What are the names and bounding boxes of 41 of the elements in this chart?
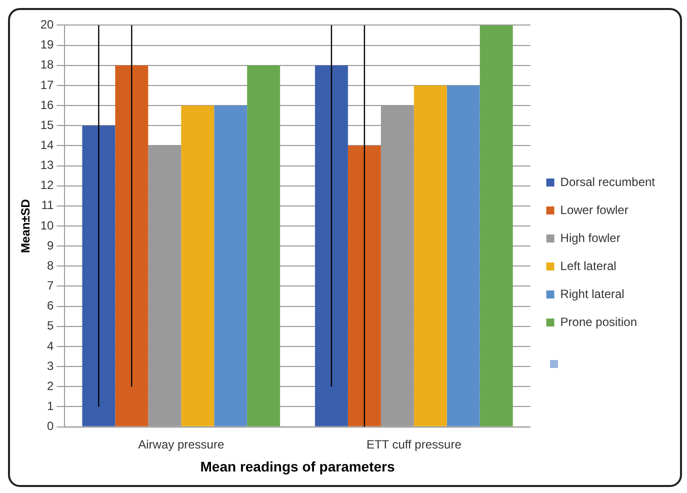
y-tick-label: 12 [40,178,54,192]
y-axis-title: Mean±SD [18,198,33,253]
bar [181,106,214,426]
y-tick-label: 6 [47,298,54,313]
bar [247,65,280,426]
bar [414,85,447,426]
bar [348,146,381,426]
y-tick-label: 9 [47,238,54,252]
x-tick-label: ETT cuff pressure [366,437,462,452]
bar [314,65,348,426]
legend-label: High fowler [560,230,620,245]
x-axis-title: Mean readings of parameters [200,458,395,474]
y-tick-label: 8 [47,258,54,272]
y-tick-label: 7 [47,278,54,293]
bar [446,85,480,426]
x-tick-label: Airway pressure [138,437,224,452]
y-tick-label: 13 [40,158,54,172]
y-tick-label: 5 [47,318,54,333]
y-tick-label: 1 [47,399,54,414]
y-tick-label: 2 [47,378,54,393]
y-tick-label: 17 [40,78,54,92]
legend-label: Right lateral [560,286,624,301]
bar [480,25,513,426]
legend-label: Prone position [560,314,638,329]
y-tick-label: 15 [40,118,54,132]
y-tick-label: 20 [40,18,54,32]
legend-label: Left lateral [560,258,616,273]
y-tick-label: 0 [47,419,54,434]
y-tick-label: 16 [40,98,54,112]
y-tick-label: 19 [40,38,54,52]
y-tick-label: 11 [41,198,54,212]
y-tick-label: 4 [47,338,54,353]
y-tick-label: 10 [40,218,54,232]
bar [82,126,116,426]
bar [214,106,248,426]
y-tick-label: 18 [40,58,54,72]
y-tick-label: 3 [47,358,54,373]
y-tick-label: 14 [40,138,54,152]
legend-label: Dorsal recumbent [560,174,656,189]
bar [115,65,148,426]
legend-label: Lower fowler [560,202,628,217]
